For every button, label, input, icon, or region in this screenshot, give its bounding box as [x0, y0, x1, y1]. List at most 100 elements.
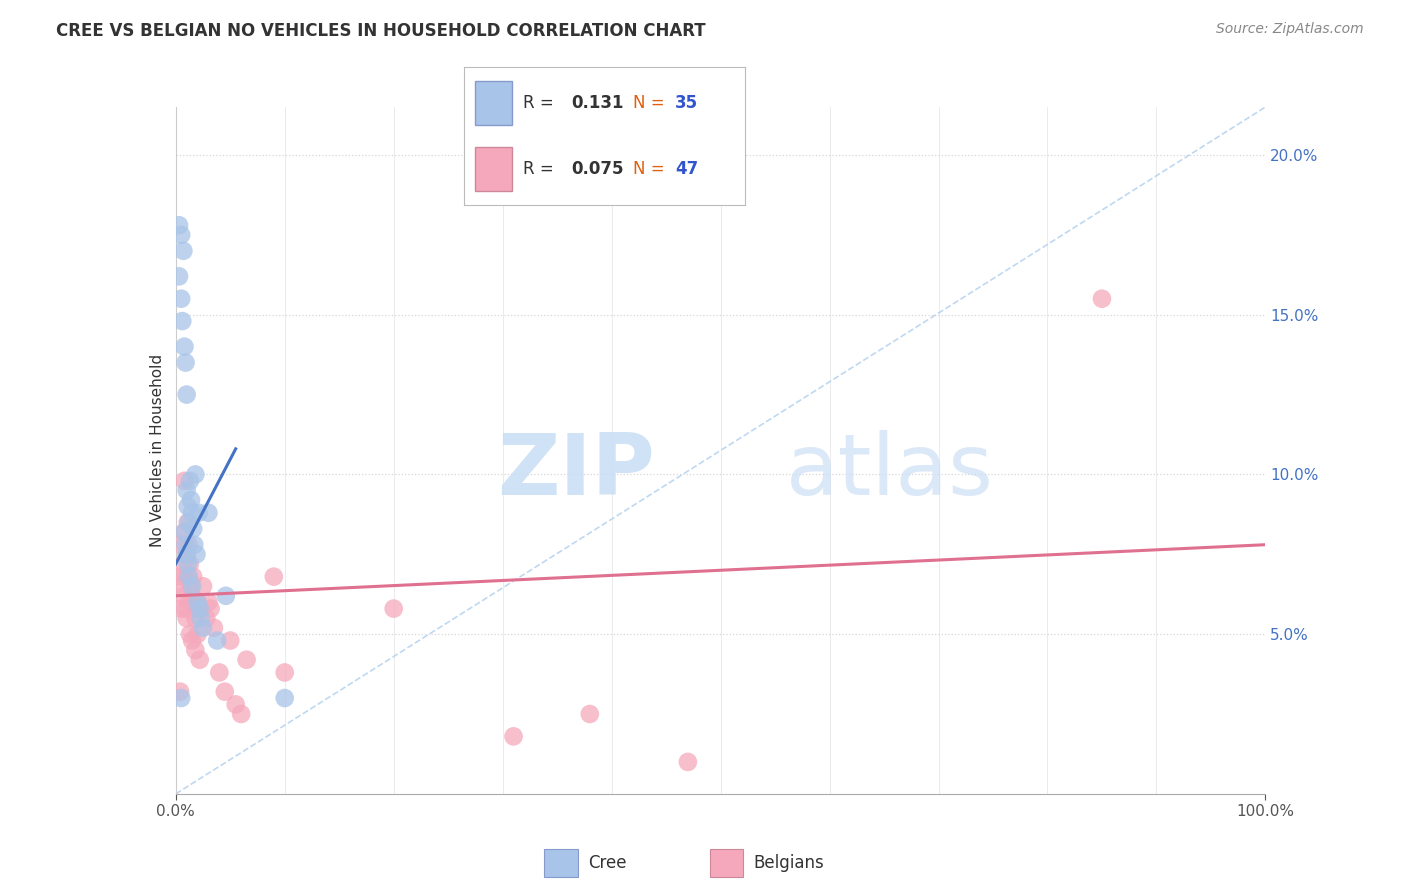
Point [174, 601, 197, 615]
Text: N =: N = [633, 94, 669, 112]
Point [676, 755, 699, 769]
Text: N =: N = [633, 161, 669, 178]
Point [202, 621, 225, 635]
Y-axis label: No Vehicles in Household: No Vehicles in Household [149, 354, 165, 547]
Text: Belgians: Belgians [754, 854, 824, 872]
Point [263, 569, 285, 583]
Point [502, 730, 524, 744]
Point [274, 691, 297, 706]
Text: 47: 47 [675, 161, 699, 178]
Text: 0.131: 0.131 [571, 94, 623, 112]
Point [181, 506, 204, 520]
Bar [475, 81, 512, 125]
Point [184, 643, 207, 657]
Point [186, 595, 209, 609]
Point [186, 627, 209, 641]
Point [180, 493, 202, 508]
Point [176, 387, 198, 401]
Point [184, 611, 207, 625]
Point [169, 684, 191, 698]
Point [172, 589, 194, 603]
Point [167, 569, 190, 583]
Point [191, 621, 214, 635]
Point [181, 569, 204, 583]
Point [181, 589, 204, 603]
Point [177, 569, 200, 583]
Point [188, 601, 211, 615]
Point [177, 557, 200, 571]
Point [172, 244, 194, 258]
Point [179, 557, 201, 571]
Point [167, 269, 190, 284]
Point [177, 595, 200, 609]
Point [170, 227, 193, 242]
Point [181, 579, 204, 593]
Point [197, 595, 219, 609]
Point [181, 522, 204, 536]
Bar [544, 849, 578, 877]
Text: 0.075: 0.075 [571, 161, 623, 178]
Point [170, 691, 193, 706]
Point [214, 684, 236, 698]
Point [174, 356, 197, 370]
Point [225, 698, 247, 712]
Point [179, 474, 201, 488]
Point [167, 219, 190, 233]
Point [173, 524, 195, 539]
Point [579, 706, 602, 721]
Point [176, 483, 198, 498]
Point [200, 601, 222, 615]
Point [176, 547, 198, 561]
Point [181, 633, 204, 648]
Point [184, 467, 207, 482]
Point [186, 595, 209, 609]
Point [190, 611, 212, 625]
Point [176, 547, 198, 561]
Text: Source: ZipAtlas.com: Source: ZipAtlas.com [1216, 22, 1364, 37]
Point [235, 653, 257, 667]
Point [174, 569, 197, 583]
Point [208, 665, 231, 680]
Point [173, 524, 195, 539]
Text: ZIP: ZIP [498, 430, 655, 513]
Point [215, 589, 238, 603]
Point [177, 516, 200, 530]
Point [382, 601, 405, 615]
Point [170, 292, 193, 306]
Point [219, 633, 242, 648]
Point [170, 538, 193, 552]
Point [177, 538, 200, 552]
Text: Cree: Cree [588, 854, 627, 872]
Point [173, 474, 195, 488]
Point [172, 579, 194, 593]
Point [188, 653, 211, 667]
Text: R =: R = [523, 94, 564, 112]
Point [177, 516, 200, 530]
Point [183, 538, 205, 552]
Bar [710, 849, 744, 877]
Point [231, 706, 253, 721]
Point [195, 611, 218, 625]
Text: atlas: atlas [786, 430, 994, 513]
Point [177, 569, 200, 583]
Text: CREE VS BELGIAN NO VEHICLES IN HOUSEHOLD CORRELATION CHART: CREE VS BELGIAN NO VEHICLES IN HOUSEHOLD… [56, 22, 706, 40]
Point [172, 314, 194, 328]
Point [174, 538, 197, 552]
Point [191, 579, 214, 593]
Point [177, 500, 200, 514]
Point [188, 601, 211, 615]
Point [186, 547, 208, 561]
Point [197, 506, 219, 520]
Point [1091, 292, 1114, 306]
Bar [475, 147, 512, 191]
Point [173, 340, 195, 354]
Point [176, 611, 198, 625]
Point [187, 506, 209, 520]
Point [170, 601, 193, 615]
Point [179, 627, 201, 641]
Text: 35: 35 [675, 94, 697, 112]
Point [180, 579, 202, 593]
Point [172, 557, 194, 571]
Text: R =: R = [523, 161, 564, 178]
Point [205, 633, 228, 648]
